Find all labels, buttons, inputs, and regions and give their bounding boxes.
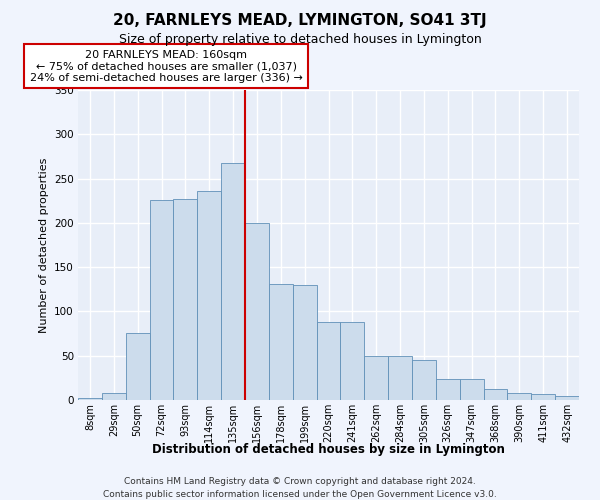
Bar — [388, 356, 412, 400]
Bar — [245, 223, 269, 400]
Bar — [269, 284, 293, 400]
Bar — [317, 322, 340, 400]
Bar — [555, 396, 579, 400]
Bar — [484, 390, 508, 400]
Bar — [340, 322, 364, 400]
Text: Contains public sector information licensed under the Open Government Licence v3: Contains public sector information licen… — [103, 490, 497, 499]
Bar — [436, 378, 460, 400]
Bar — [460, 378, 484, 400]
Bar — [364, 356, 388, 400]
Bar — [293, 285, 317, 400]
Bar — [78, 398, 102, 400]
Bar — [508, 393, 531, 400]
Text: Size of property relative to detached houses in Lymington: Size of property relative to detached ho… — [119, 32, 481, 46]
Bar — [221, 162, 245, 400]
Bar — [173, 199, 197, 400]
Bar — [197, 191, 221, 400]
Bar — [412, 360, 436, 400]
Text: 20, FARNLEYS MEAD, LYMINGTON, SO41 3TJ: 20, FARNLEYS MEAD, LYMINGTON, SO41 3TJ — [113, 12, 487, 28]
Text: Distribution of detached houses by size in Lymington: Distribution of detached houses by size … — [152, 442, 505, 456]
Y-axis label: Number of detached properties: Number of detached properties — [38, 158, 49, 332]
Text: 20 FARNLEYS MEAD: 160sqm
← 75% of detached houses are smaller (1,037)
24% of sem: 20 FARNLEYS MEAD: 160sqm ← 75% of detach… — [30, 50, 303, 83]
Bar — [149, 200, 173, 400]
Bar — [126, 332, 149, 400]
Bar — [102, 393, 126, 400]
Text: Contains HM Land Registry data © Crown copyright and database right 2024.: Contains HM Land Registry data © Crown c… — [124, 478, 476, 486]
Bar — [531, 394, 555, 400]
